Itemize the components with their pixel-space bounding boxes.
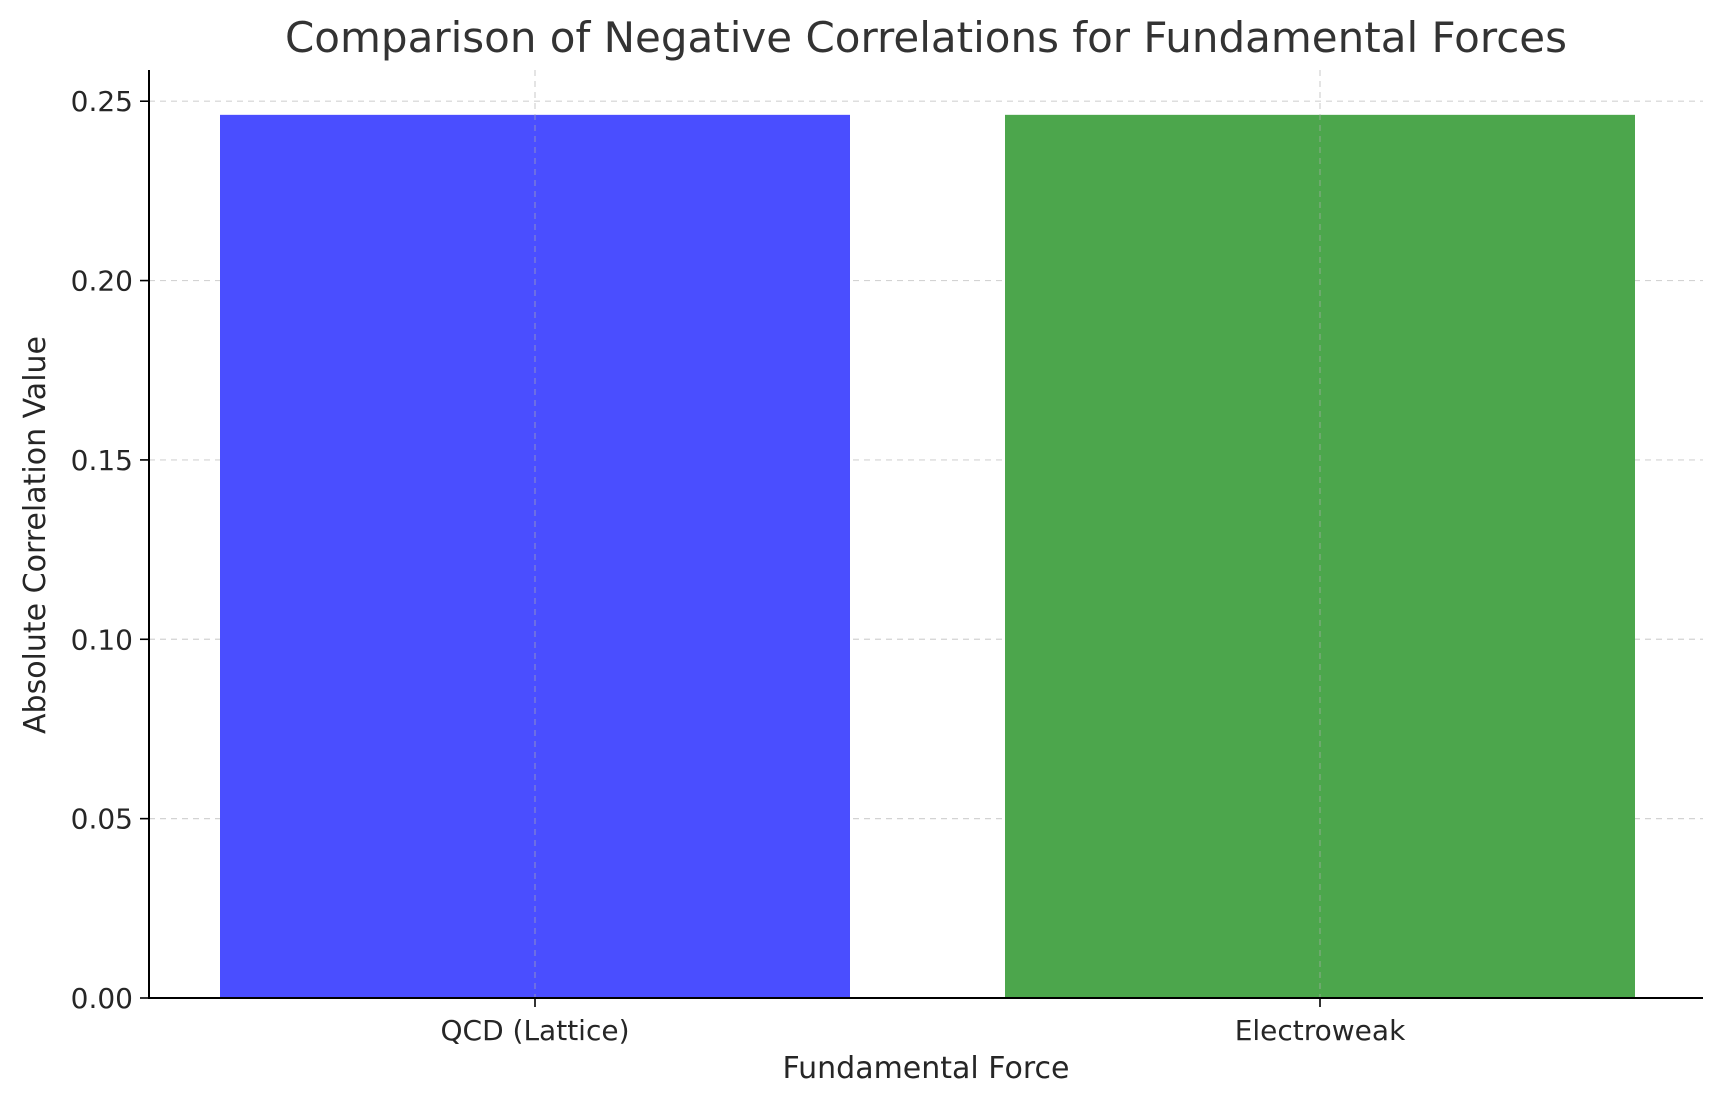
axes-layer [148,70,1703,999]
y-axis-title: Absolute Correlation Value [18,336,53,734]
ticks-layer: 0.00 0.05 0.10 0.15 0.20 0.25 QCD (Lattice) Ele… [71,85,1406,1047]
x-tick-label: Electroweak [1235,1014,1406,1047]
y-tick-label: 0.25 [71,85,133,118]
x-tick-label: QCD (Lattice) [440,1014,629,1047]
y-tick-label: 0.10 [71,623,133,656]
bars-layer [220,114,1635,998]
x-axis-title: Fundamental Force [783,1051,1070,1086]
y-tick-label: 0.15 [71,444,133,477]
y-tick-label: 0.20 [71,265,133,298]
chart-title: Comparison of Negative Correlations for … [285,13,1567,62]
y-tick-label: 0.00 [71,982,133,1015]
y-tick-label: 0.05 [71,803,133,836]
vertical-grid-layer [534,70,1321,998]
